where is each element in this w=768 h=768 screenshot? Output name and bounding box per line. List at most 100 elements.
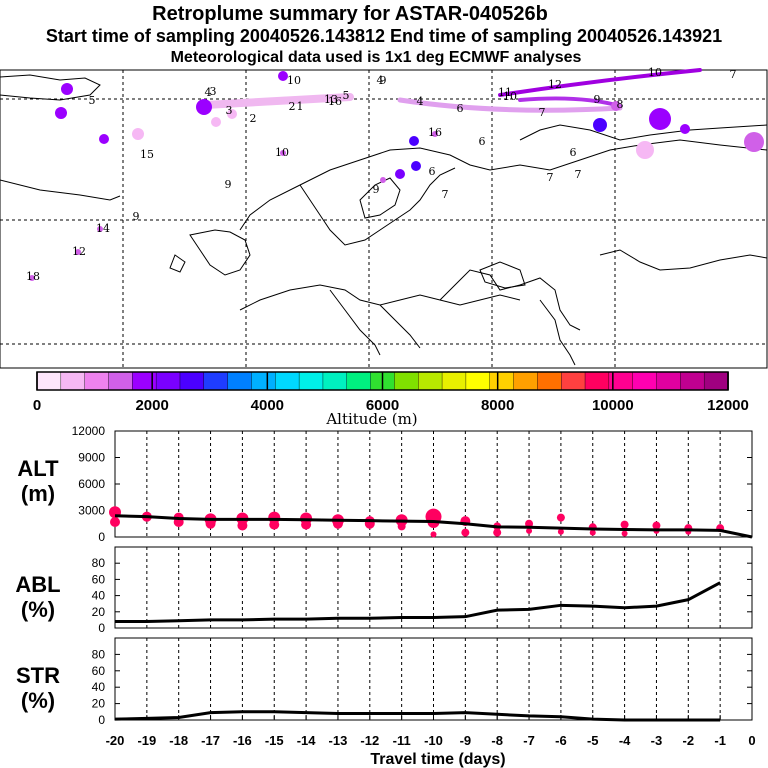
x-tick-label: -19: [137, 733, 156, 748]
map-day-label: 18: [26, 270, 40, 283]
alt-point: [589, 529, 596, 536]
sampling-times: Start time of sampling 20040526.143812 E…: [46, 26, 722, 46]
colorbar-tick-label: 6000: [366, 397, 399, 414]
colorbar-cell: [584, 371, 610, 391]
colorbar-cell: [489, 371, 515, 391]
colorbar-cell: [465, 371, 491, 391]
map-day-label: 5: [89, 94, 96, 107]
x-tick-label: -9: [460, 733, 472, 748]
map-day-label: 16: [428, 126, 442, 139]
plume-marker: [649, 108, 671, 130]
y-tick-label: 80: [92, 647, 106, 661]
y-tick-label: 0: [98, 530, 105, 544]
x-tick-label: -2: [683, 733, 695, 748]
map-day-label: 12: [72, 245, 86, 258]
colorbar-tick-label: 8000: [481, 397, 514, 414]
plume-marker: [409, 136, 419, 146]
plume-trajectory: [201, 68, 702, 113]
map-day-label: 7: [442, 188, 449, 201]
str-line: [114, 710, 721, 722]
y-tick-label: 20: [92, 605, 106, 619]
colorbar-tick-label: 2000: [135, 397, 168, 414]
panel-unit: (%): [21, 688, 55, 713]
alt-point: [525, 519, 534, 528]
colorbar-cell: [108, 371, 134, 391]
map-day-label: 6: [429, 165, 436, 178]
alt-point: [556, 513, 565, 522]
map-day-label: 4: [205, 86, 212, 99]
colorbar-cell: [703, 371, 729, 391]
y-tick-label: 40: [92, 680, 106, 694]
plume-marker: [61, 83, 73, 95]
map-day-label: 9: [373, 183, 380, 196]
x-tick-label: -13: [329, 733, 348, 748]
plume-marker: [680, 124, 690, 134]
plume-marker: [411, 161, 421, 171]
alt-point: [205, 518, 216, 529]
y-tick-label: 0: [98, 621, 105, 635]
colorbar-cell: [441, 371, 467, 391]
colorbar-cell: [346, 371, 372, 391]
panel-alt: 0 3000 6000 9000 12000 ALT(m): [17, 424, 753, 544]
altitude-colorbar: 0 2000 4000 6000 8000 10000 12000 Altitude (m): [33, 371, 749, 428]
plume-marker: [196, 99, 212, 115]
map-graticule: [0, 70, 767, 368]
alt-point: [557, 528, 564, 535]
alt-point: [620, 520, 629, 529]
map-day-label: 6: [479, 135, 486, 148]
x-axis-label: Travel time (days): [370, 751, 505, 768]
map-day-label: 9: [133, 210, 140, 223]
x-tick-label: -7: [523, 733, 535, 748]
colorbar-tick-label: 10000: [592, 397, 634, 414]
plume-marker: [432, 131, 438, 137]
plume-marker: [278, 71, 288, 81]
map-day-label: 3: [210, 85, 217, 98]
panel-title: ABL: [15, 572, 60, 597]
map-day-label: 9: [225, 178, 232, 191]
map-day-label: 10: [503, 90, 517, 103]
colorbar-label: Altitude (m): [325, 410, 417, 428]
map-day-label: 16: [328, 95, 342, 108]
x-tick-label: -4: [619, 733, 631, 748]
map-day-label: 4: [377, 74, 384, 87]
abl-line: [115, 581, 721, 624]
figure-title: Retroplume summary for ASTAR-040526b: [152, 3, 548, 25]
y-tick-label: 60: [92, 572, 106, 586]
x-tick-label: -11: [393, 733, 411, 748]
plume-marker: [593, 118, 607, 132]
plume-marker: [636, 141, 654, 159]
map-day-label: 1: [297, 100, 304, 113]
panel-title: ALT: [17, 456, 59, 481]
plume-marker: [99, 134, 109, 144]
colorbar-ticks: 0 2000 4000 6000 8000 10000 12000: [33, 372, 749, 414]
plume-marker: [55, 107, 67, 119]
colorbar-cell: [36, 371, 62, 391]
map-day-label: 11: [498, 86, 512, 99]
map-day-label: 7: [547, 171, 554, 184]
colorbar-cell: [322, 371, 348, 391]
meteo-note: Meteorological data used is 1x1 deg ECMW…: [171, 49, 582, 66]
plume-marker: [97, 226, 103, 232]
x-tick-label: -6: [555, 733, 567, 748]
y-tick-label: 3000: [78, 504, 105, 518]
colorbar-cell: [179, 371, 205, 391]
colorbar-cell: [298, 371, 324, 391]
x-tick-label: -16: [233, 733, 252, 748]
map-day-label: 9: [594, 93, 601, 106]
x-tick-label: -10: [424, 733, 443, 748]
x-tick-label: -5: [587, 733, 599, 748]
map-day-label: 5: [343, 89, 350, 102]
colorbar-cell: [513, 371, 539, 391]
x-tick-label: -1: [714, 733, 726, 748]
x-tick-label: -3: [651, 733, 663, 748]
colorbar-cell: [418, 371, 443, 391]
map-day-label: 10: [648, 66, 662, 79]
y-tick-label: 20: [92, 697, 106, 711]
colorbar-cell: [132, 371, 157, 391]
x-tick-label: -14: [297, 733, 317, 748]
map-day-label: 2: [289, 100, 296, 113]
panel-unit: (%): [21, 597, 55, 622]
alt-point: [652, 521, 661, 530]
x-tick-label: -8: [491, 733, 503, 748]
